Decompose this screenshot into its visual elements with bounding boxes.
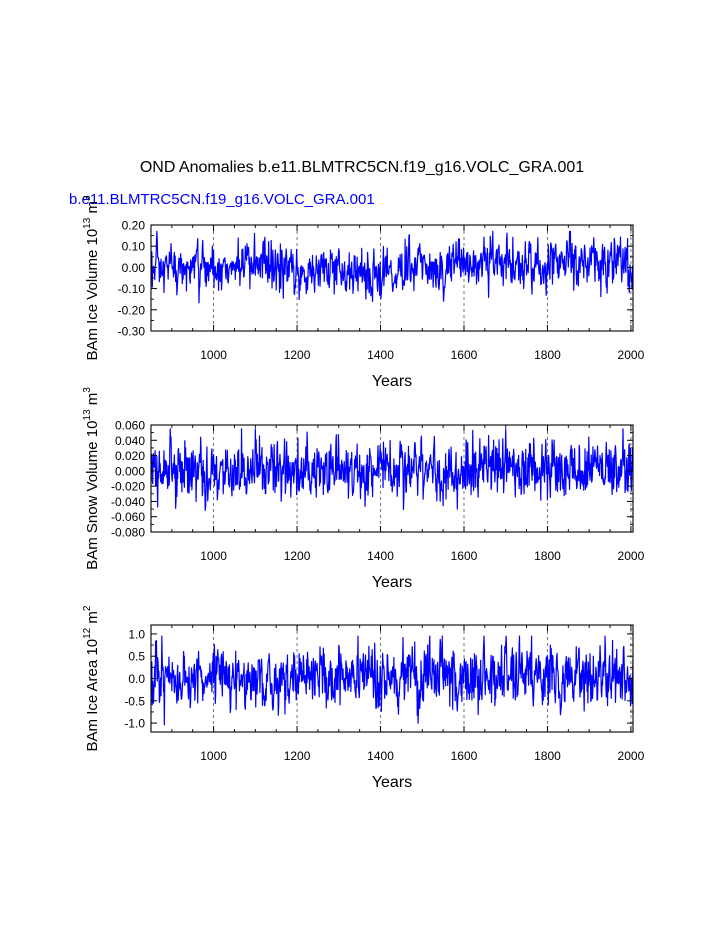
x-tick-label: 1200	[284, 749, 311, 763]
y-tick-label: -0.20	[118, 303, 146, 317]
x-tick-label: 2000	[618, 749, 645, 763]
x-tick-label: 1800	[534, 749, 561, 763]
y-tick-label: -0.020	[111, 480, 145, 494]
x-tick-label: 2000	[618, 348, 645, 362]
case-label: b.e11.BLMTRC5CN.f19_g16.VOLC_GRA.001	[69, 191, 375, 208]
series-line-bam-snow-volume	[151, 428, 633, 512]
panel-ice-area: 1000 1200 1400 1600 1800 2000 -1.0 -0.5 0.0 0.5 1.…	[82, 605, 645, 791]
y-tick-label: -0.060	[111, 510, 145, 524]
y-tick-label: -0.30	[118, 325, 146, 339]
y-tick-label: -1.0	[124, 717, 145, 731]
y-tick-label: 0.060	[115, 419, 145, 433]
x-tick-label: 1400	[367, 749, 394, 763]
series-line-bam-ice-area	[151, 635, 633, 726]
x-axis-title: Years	[372, 373, 412, 390]
y-tick-label: 1.0	[128, 627, 145, 641]
x-tick-label: 1000	[200, 749, 227, 763]
y-tick-label: -0.10	[118, 282, 146, 296]
y-tick-label: -0.080	[111, 526, 145, 540]
y-tick-label: 0.020	[115, 449, 145, 463]
panel-ice-volume: 1000 1200 1400 1600 1800 2000 -0.30 -0.20 -0.10 0…	[82, 195, 645, 390]
series-line-bam-ice-volume	[151, 230, 633, 304]
figure-title: OND Anomalies b.e11.BLMTRC5CN.f19_g16.VO…	[140, 159, 584, 176]
x-axis-title: Years	[372, 774, 412, 791]
y-tick-label: 0.5	[128, 650, 145, 664]
y-tick-label: 0.20	[122, 219, 146, 233]
x-tick-label: 1600	[451, 348, 478, 362]
y-tick-label: 0.040	[115, 434, 145, 448]
y-axis-title: BAm Ice Volume 1013 m3	[82, 195, 101, 361]
x-tick-label: 1200	[284, 549, 311, 563]
y-tick-label: 0.00	[122, 261, 146, 275]
y-tick-label: 0.10	[122, 240, 146, 254]
x-axis-title: Years	[372, 574, 412, 591]
x-tick-label: 1200	[284, 348, 311, 362]
y-tick-label: 0.0	[128, 672, 145, 686]
y-axis-title: BAm Snow Volume 1013 m3	[82, 387, 101, 570]
y-tick-label: -0.040	[111, 495, 145, 509]
y-tick-label: 0.000	[115, 464, 145, 478]
x-tick-label: 1000	[200, 549, 227, 563]
y-tick-label: -0.5	[124, 694, 145, 708]
x-tick-label: 1800	[534, 549, 561, 563]
x-tick-label: 1600	[451, 549, 478, 563]
x-tick-label: 1000	[200, 348, 227, 362]
x-tick-label: 1800	[534, 348, 561, 362]
x-tick-label: 1400	[367, 348, 394, 362]
x-tick-label: 1400	[367, 549, 394, 563]
y-axis-title: BAm Ice Area 1012 m2	[82, 605, 101, 751]
x-tick-label: 1600	[451, 749, 478, 763]
x-tick-label: 2000	[618, 549, 645, 563]
panel-snow-volume: 1000 1200 1400 1600 1800 2000-0.080-0.060-0.0…	[82, 387, 645, 591]
